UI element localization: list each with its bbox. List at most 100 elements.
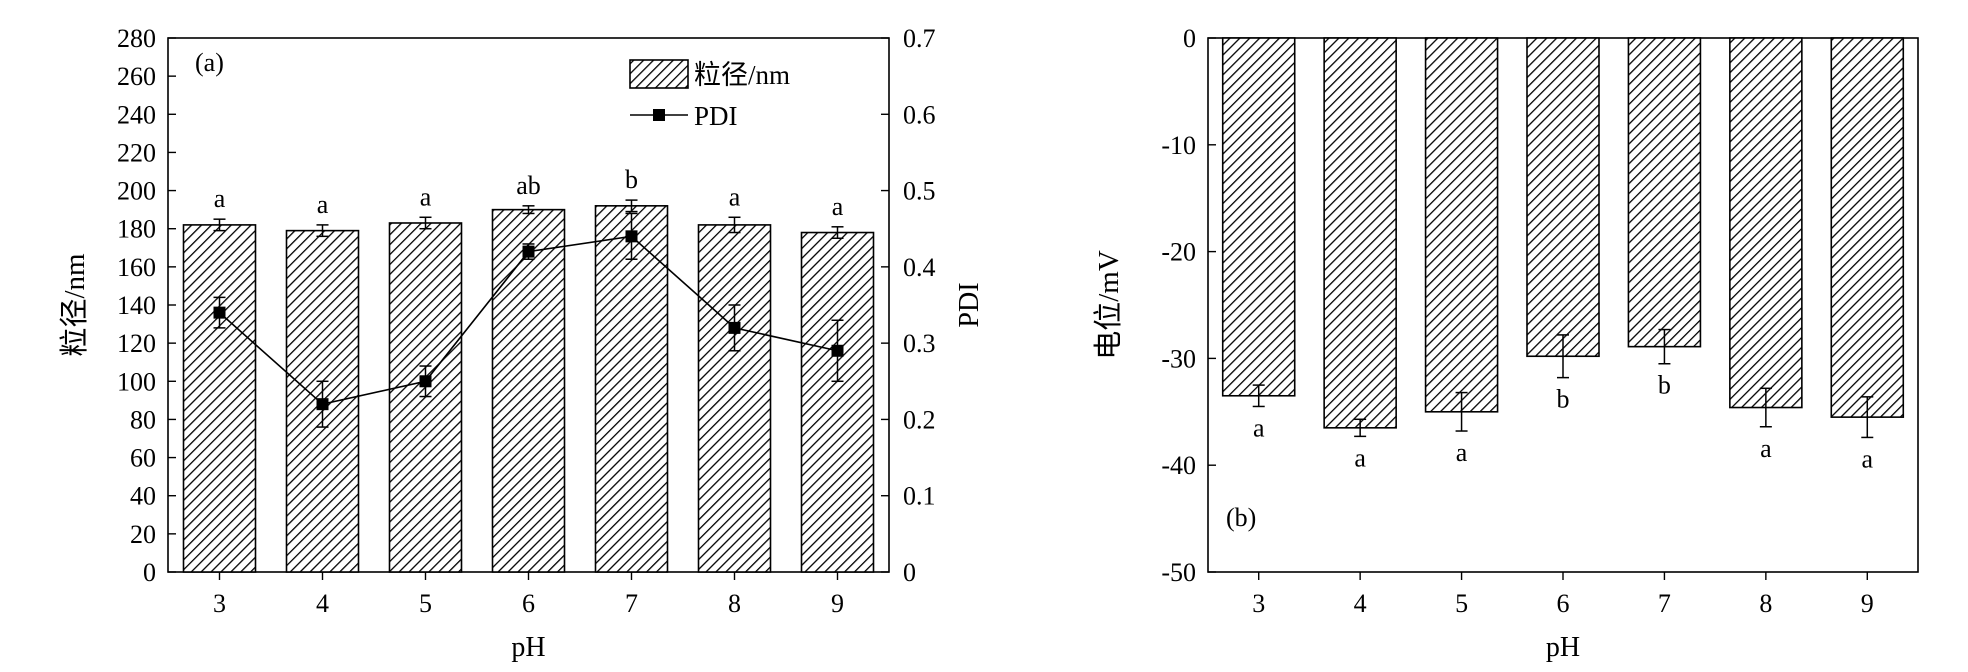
bar: [1526, 37, 1600, 358]
significance-letter: b: [1658, 371, 1671, 400]
significance-letter: a: [729, 182, 741, 211]
significance-letter: a: [214, 184, 226, 213]
pdi-point: [316, 398, 329, 411]
bar: [388, 222, 463, 573]
significance-letter: ab: [516, 171, 541, 200]
panel-b-chart: 0 -10 -20 -30 -40 -50 3 4 5 6 7 8 9 a a a b b a a (b) pH 电位/mV: [1092, 24, 1919, 663]
y-tick-label: 220: [117, 138, 156, 167]
significance-letter: a: [1253, 413, 1265, 442]
y-axis-title: 电位/mV: [1092, 250, 1125, 360]
significance-letter: a: [1456, 438, 1468, 467]
x-tick-label: 8: [1759, 589, 1772, 618]
y2-tick-label: 0.5: [903, 177, 936, 206]
panel-a-chart: 0204060801001201401601802002202402602800…: [58, 24, 985, 663]
y-tick-label: 60: [130, 444, 156, 473]
x-tick-label: 5: [1455, 589, 1468, 618]
significance-letter: b: [625, 165, 638, 194]
y-tick-label: -30: [1161, 344, 1196, 373]
bar: [1323, 37, 1397, 429]
x-tick-label: 6: [522, 589, 535, 618]
y2-tick-label: 0.2: [903, 405, 936, 434]
y-tick-label: 100: [117, 367, 156, 396]
y-tick-label: 200: [117, 177, 156, 206]
y2-tick-label: 0.6: [903, 100, 936, 129]
y-tick-label: 40: [130, 482, 156, 511]
y-tick-label: 160: [117, 253, 156, 282]
x-tick-label: 3: [1252, 589, 1265, 618]
bar-error-bar: [1354, 418, 1367, 438]
panel-label: (b): [1226, 503, 1256, 532]
legend-label-line: PDI: [694, 101, 738, 131]
y-tick-label: 20: [130, 520, 156, 549]
y-tick-label: 240: [117, 100, 156, 129]
y-tick-label: 140: [117, 291, 156, 320]
pdi-point: [831, 344, 844, 357]
legend-bar-swatch: [629, 59, 689, 89]
bar: [800, 231, 875, 573]
x-tick-label: 7: [625, 589, 638, 618]
x-tick-label: 9: [831, 589, 844, 618]
y-tick-label: 0: [1183, 24, 1196, 53]
bar: [1830, 37, 1905, 418]
bar-error-bar: [213, 218, 226, 232]
y-tick-label: 280: [117, 24, 156, 53]
bar-error-bar: [1658, 328, 1671, 365]
x-axis-title: pH: [511, 632, 545, 663]
significance-letter: a: [1862, 444, 1874, 473]
y2-tick-label: 0.7: [903, 24, 936, 53]
x-tick-label: 3: [213, 589, 226, 618]
legend-label-bar: 粒径/nm: [694, 60, 790, 90]
y2-tick-label: 0.4: [903, 253, 936, 282]
x-tick-label: 9: [1861, 589, 1874, 618]
bar-error-bar: [1557, 334, 1569, 379]
significance-letter: b: [1557, 385, 1570, 414]
bar: [1729, 37, 1803, 409]
x-tick-label: 4: [1354, 589, 1367, 618]
y-tick-label: 180: [117, 215, 156, 244]
bar-error-bar: [316, 224, 329, 238]
y-tick-label: 80: [130, 405, 156, 434]
x-axis-title: pH: [1546, 632, 1580, 663]
y2-tick-label: 0.1: [903, 482, 936, 511]
bar-error-bar: [1759, 387, 1772, 428]
bar-error-bar: [1455, 391, 1468, 432]
x-tick-label: 7: [1658, 589, 1671, 618]
y-tick-label: -50: [1161, 558, 1196, 587]
bar: [491, 208, 566, 573]
y2-tick-label: 0: [903, 558, 916, 587]
x-tick-label: 6: [1557, 589, 1570, 618]
x-tick-label: 8: [728, 589, 741, 618]
y-axis-title: 粒径/nm: [58, 253, 91, 357]
bar-error-bar: [831, 226, 844, 239]
significance-letter: a: [1354, 443, 1366, 472]
y-tick-label: -40: [1161, 451, 1196, 480]
bar: [1424, 37, 1499, 413]
legend-marker-swatch: [653, 109, 665, 121]
significance-letter: a: [317, 190, 329, 219]
y-tick-label: -20: [1161, 238, 1196, 267]
bar: [594, 205, 669, 573]
bar-error-bar: [522, 205, 535, 215]
significance-letter: a: [420, 182, 432, 211]
significance-letter: a: [832, 192, 844, 221]
y-tick-label: 120: [117, 329, 156, 358]
y-tick-label: 260: [117, 62, 156, 91]
y-tick-label: 0: [143, 558, 156, 587]
bar: [182, 224, 257, 573]
bar-error-bar: [625, 199, 638, 213]
pdi-point: [419, 375, 432, 388]
panel-label: (a): [195, 48, 224, 77]
bar-error-bar: [419, 216, 432, 230]
y2-tick-label: 0.3: [903, 329, 936, 358]
bar-error-bar: [1861, 396, 1874, 439]
bar: [697, 224, 772, 573]
significance-letter: a: [1760, 434, 1772, 463]
y2-axis-title: PDI: [954, 282, 985, 327]
bar-error-bar: [728, 216, 741, 234]
pdi-point: [522, 245, 535, 258]
x-tick-label: 4: [316, 589, 329, 618]
bar-error-bar: [1252, 384, 1265, 408]
bar: [1221, 37, 1296, 397]
